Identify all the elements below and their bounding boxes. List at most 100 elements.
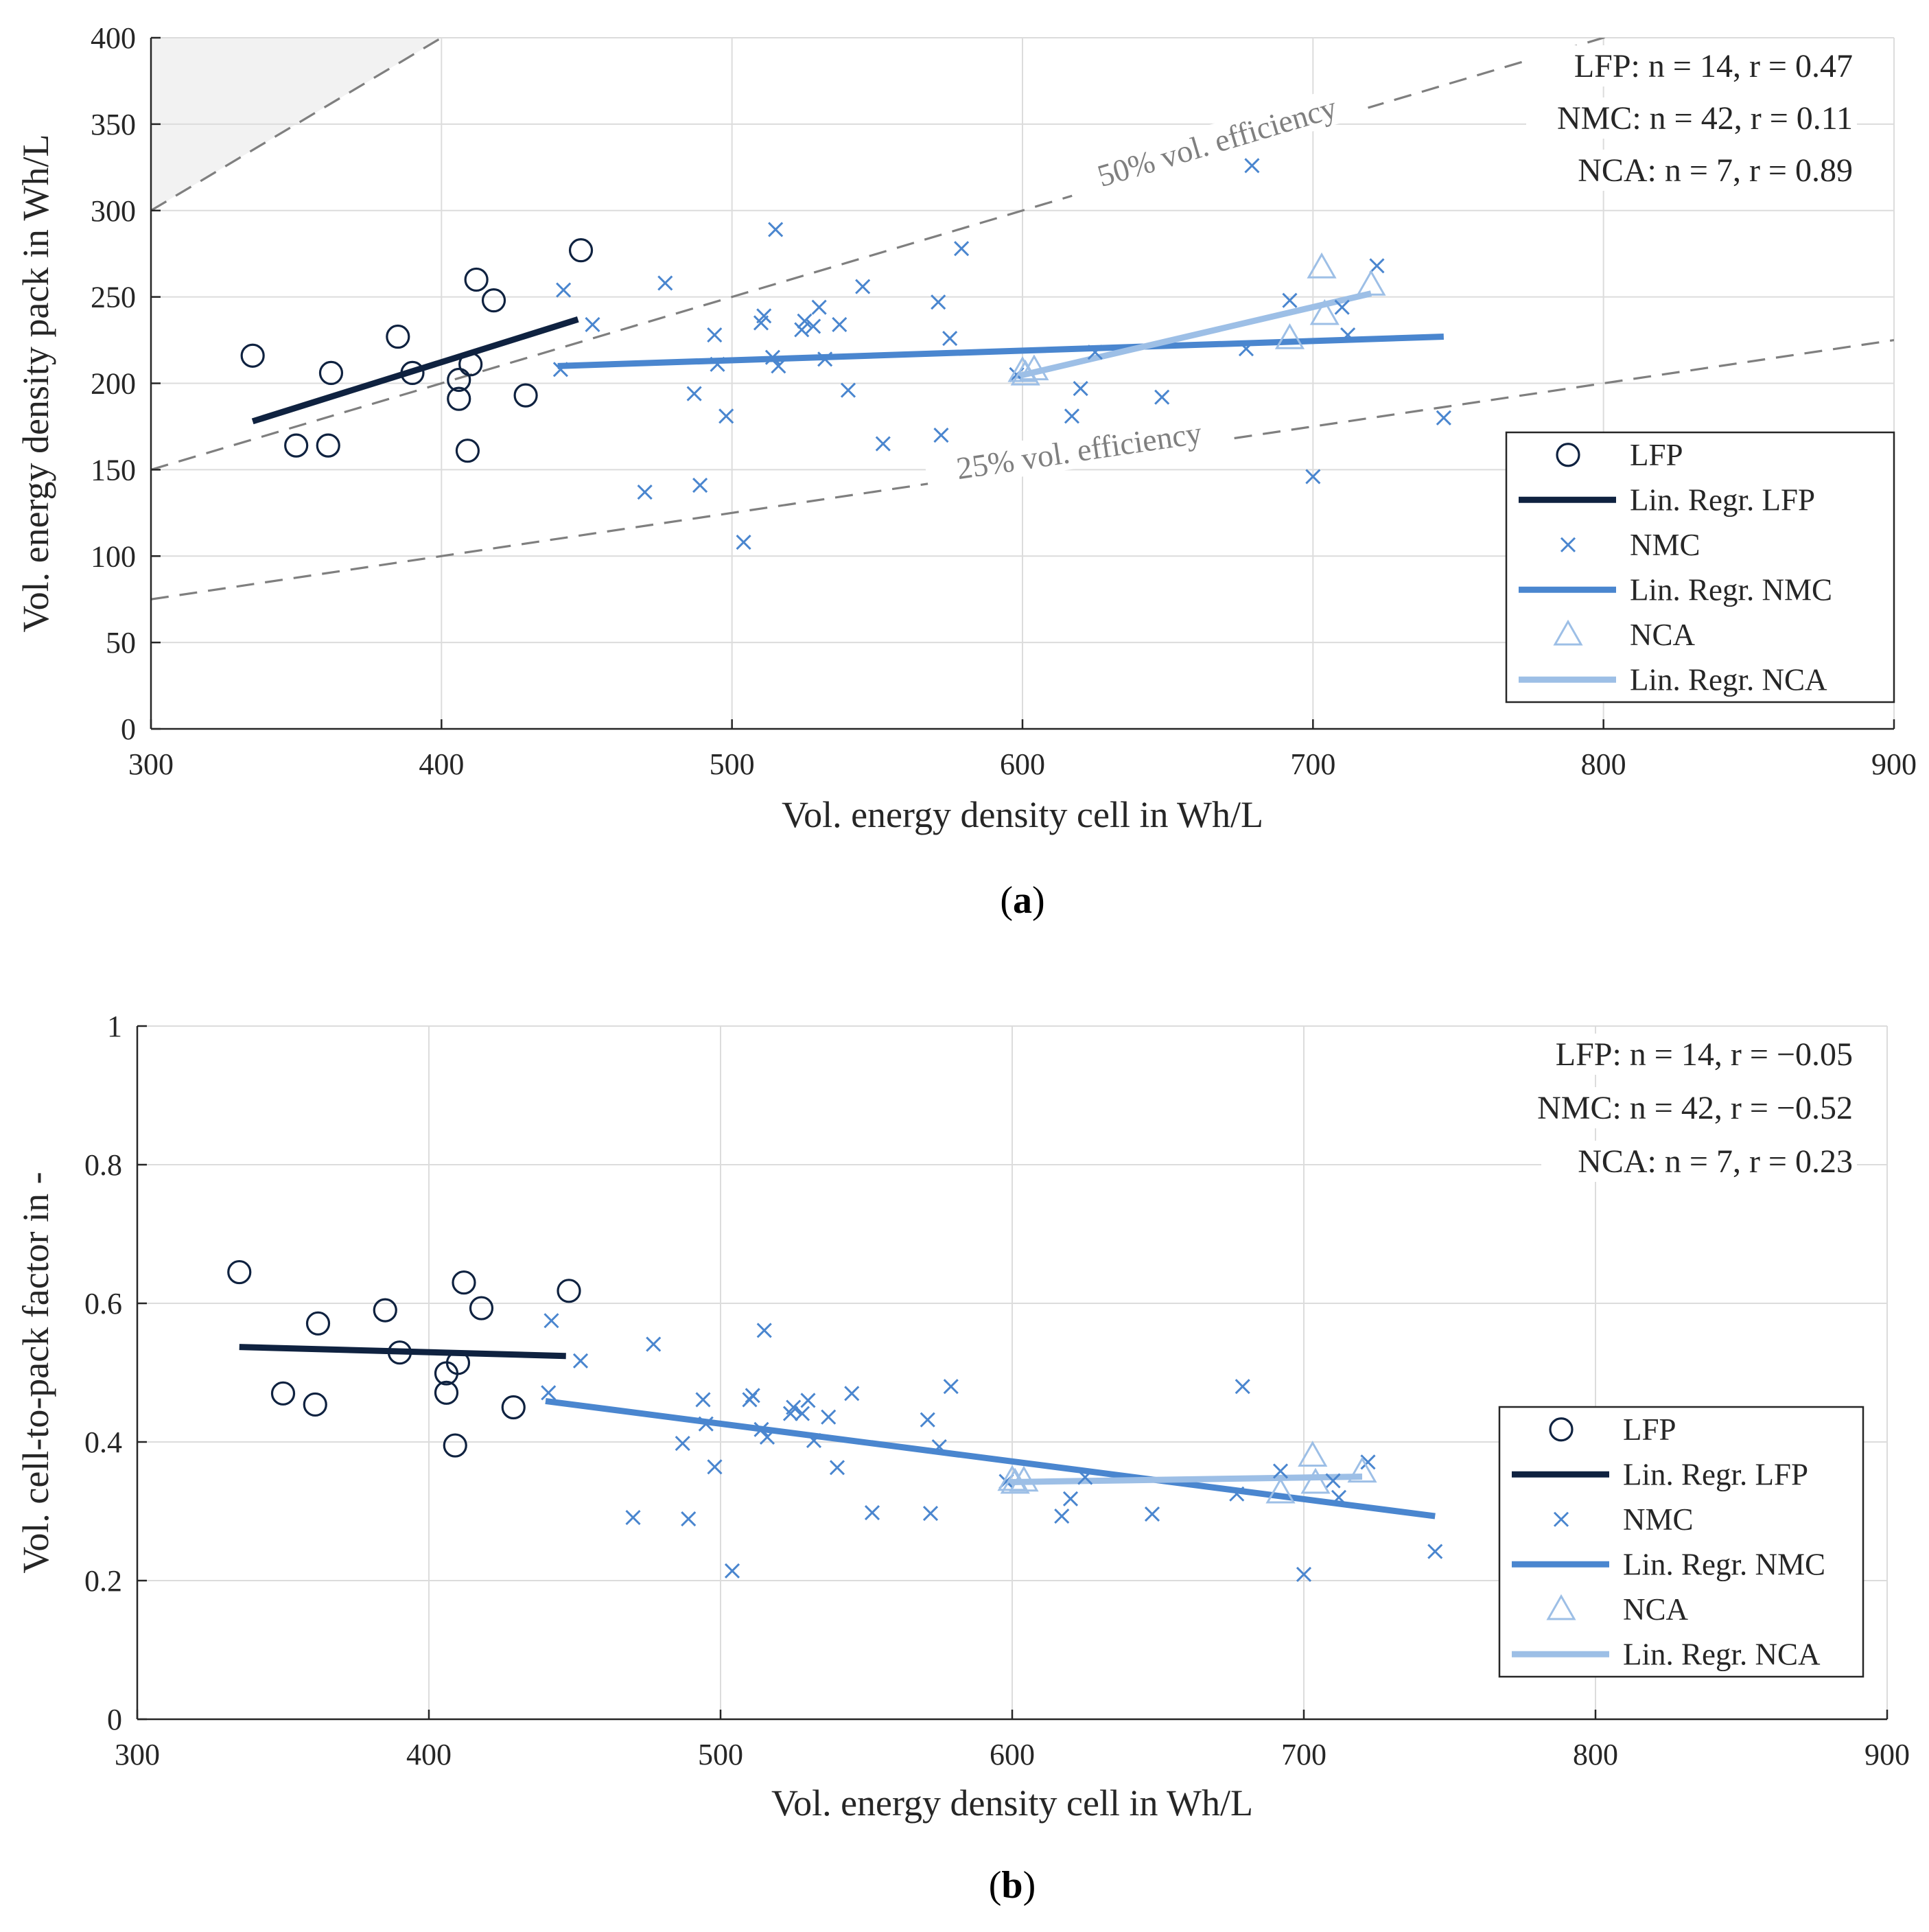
data-point-nmc [552, 362, 568, 377]
series-lfp [227, 1259, 581, 1458]
data-point-nmc [855, 279, 871, 294]
data-point-nmc [657, 275, 673, 291]
y-tick-label: 0 [121, 712, 136, 746]
data-point-lfp [469, 1296, 494, 1320]
data-point-nmc [585, 316, 600, 332]
legend-marker-lfp [1556, 443, 1580, 467]
y-tick-label: 0.6 [84, 1287, 122, 1320]
data-point-lfp [568, 238, 594, 263]
stats-annotation: NMC: n = 42, r = −0.52 [1537, 1090, 1853, 1126]
series-nca [1007, 252, 1386, 386]
data-point-nmc [710, 356, 725, 372]
data-point-nmc [1360, 1454, 1376, 1470]
y-axis-title: Vol. energy density pack in Wh/L [15, 135, 56, 633]
data-point-lfp [305, 1311, 331, 1336]
legend: LFP Lin. Regr. LFP NMC Lin. Regr. NMC NCA Lin… [1498, 1406, 1864, 1678]
data-point-nmc [572, 1353, 589, 1369]
data-point-nmc [832, 316, 847, 332]
data-point-nmc [646, 1336, 662, 1352]
legend-label-lfp: LFP [1630, 438, 1683, 472]
y-tick-label: 100 [91, 539, 136, 573]
data-point-nmc [695, 1392, 711, 1408]
data-point-nmc [1064, 408, 1080, 424]
x-tick-label: 500 [710, 747, 755, 781]
x-tick-label: 400 [406, 1738, 452, 1771]
stats-annotation: NMC: n = 42, r = 0.11 [1557, 100, 1853, 137]
reference-label-background [923, 410, 1235, 491]
y-tick-label: 350 [91, 108, 136, 141]
data-point-nmc [800, 1393, 816, 1408]
x-tick-label: 500 [698, 1738, 743, 1771]
data-point-nca [1019, 354, 1049, 381]
annotation-background [1526, 97, 1857, 139]
data-point-lfp [387, 1340, 412, 1365]
data-point-nmc [794, 322, 810, 338]
data-point-nmc [1244, 158, 1260, 174]
data-point-nmc [1282, 292, 1298, 308]
data-point-nmc [756, 1323, 772, 1338]
annotation-background [1526, 45, 1857, 86]
legend-box [1505, 431, 1895, 703]
data-point-nca [1000, 1467, 1030, 1494]
series-lfp [240, 238, 594, 463]
y-tick-label: 200 [91, 367, 136, 401]
x-tick-label: 800 [1581, 747, 1626, 781]
annotation-background [1541, 150, 1857, 191]
data-point-nmc [707, 327, 723, 343]
data-point-lfp [445, 1351, 471, 1375]
series-layer [240, 158, 1451, 550]
data-point-nmc [768, 222, 784, 237]
data-point-lfp [455, 439, 480, 463]
data-point-nmc [543, 1313, 559, 1329]
data-point-nmc [1087, 345, 1103, 360]
data-point-nmc [829, 1460, 845, 1476]
regression-line-nmc [545, 1397, 1436, 1520]
data-point-lfp [303, 1392, 327, 1417]
series-nmc [541, 1313, 1443, 1582]
legend-label-lfp: LFP [1623, 1412, 1676, 1447]
data-point-nmc [724, 1563, 740, 1579]
data-point-nmc [692, 477, 708, 493]
data-point-lfp [452, 1270, 476, 1295]
stats-annotation: LFP: n = 14, r = −0.05 [1556, 1036, 1853, 1073]
data-point-nmc [541, 1385, 557, 1401]
data-point-lfp [318, 360, 344, 385]
data-point-lfp [386, 324, 410, 349]
data-point-lfp [316, 433, 340, 458]
x-tick-label: 900 [1864, 1738, 1910, 1771]
x-tick-label: 800 [1573, 1738, 1618, 1771]
annotation-background [1541, 1141, 1857, 1182]
regression-line-lfp [239, 1344, 566, 1360]
data-point-nmc [1235, 1379, 1250, 1395]
data-point-nca [1347, 1456, 1377, 1483]
data-point-nmc [1062, 1491, 1079, 1506]
data-point-lfp [434, 1380, 459, 1405]
data-point-nmc [1331, 1489, 1347, 1505]
reference-line-50-percent [151, 38, 1608, 471]
data-point-nmc [844, 1386, 860, 1401]
legend-label-nca: NCA [1630, 618, 1696, 652]
data-point-nca [1309, 299, 1340, 325]
y-tick-label: 250 [91, 281, 136, 314]
legend-label-lin-regr-nmc: Lin. Regr. NMC [1630, 572, 1832, 607]
legend: LFP Lin. Regr. LFP NMC Lin. Regr. NMC NCA Lin… [1505, 431, 1895, 703]
data-point-nmc [1054, 1509, 1070, 1524]
data-point-nmc [764, 349, 780, 365]
data-point-lfp [373, 1298, 397, 1323]
x-axis-title: Vol. energy density cell in Wh/L [782, 794, 1263, 835]
stats-annotation: NCA: n = 7, r = 0.89 [1578, 152, 1853, 189]
data-point-nca [1010, 359, 1040, 386]
data-point-nca [1307, 252, 1337, 279]
y-tick-label: 300 [91, 194, 136, 228]
stats-annotation: LFP: n = 14, r = 0.47 [1574, 48, 1853, 84]
data-point-nca [1009, 1465, 1039, 1492]
legend-label-nmc: NMC [1623, 1502, 1694, 1537]
legend-label-lin-regr-lfp: Lin. Regr. LFP [1630, 482, 1815, 517]
data-point-lfp [464, 267, 489, 292]
data-point-nmc [625, 1510, 641, 1526]
legend-label-lin-regr-nca: Lin. Regr. NCA [1623, 1637, 1821, 1671]
annotation-background [1511, 1087, 1857, 1128]
y-tick-label: 150 [91, 453, 136, 487]
x-tick-label: 700 [1281, 1738, 1326, 1771]
data-point-nmc [707, 1459, 723, 1475]
